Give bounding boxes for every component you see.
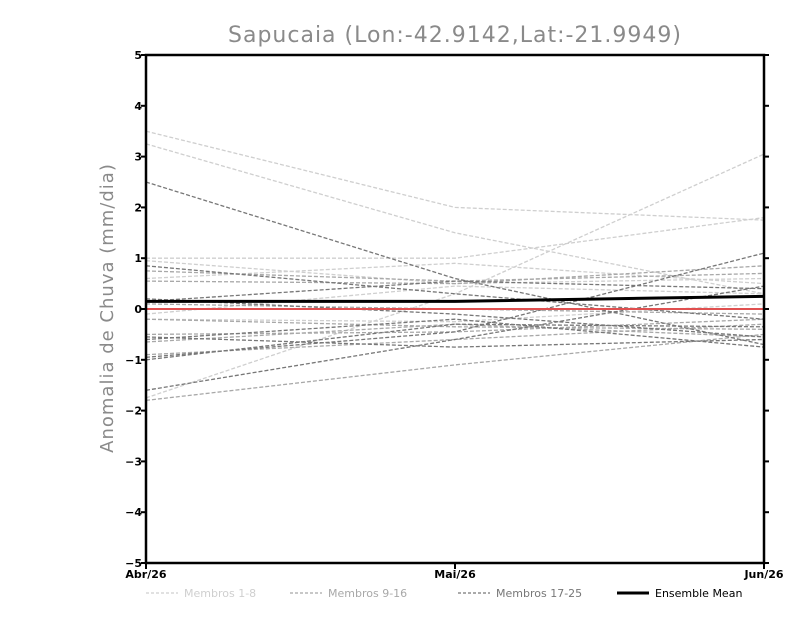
member-line-14 [145, 323, 765, 343]
legend-label: Membros 1-8 [184, 587, 256, 600]
member-line-25 [145, 318, 765, 348]
axis-ticks: −5 −4 −3 −2 −1 0 1 2 3 4 5 Abr/26 Mai/26 Jun/26 [125, 49, 784, 581]
member-line-3 [146, 216, 765, 259]
legend-label: Ensemble Mean [655, 587, 742, 600]
member-line-22 [145, 252, 765, 358]
y-tick-label: −2 [125, 405, 142, 418]
y-tick-label: 3 [134, 151, 142, 164]
member-line-13 [145, 318, 765, 336]
x-tick-label: Jun/26 [743, 568, 783, 581]
member-line-8 [145, 153, 765, 399]
ensemble-mean-line [146, 294, 765, 303]
member-line-21 [145, 336, 765, 348]
legend-label: Membros 9-16 [328, 587, 407, 600]
member-line-5 [145, 262, 765, 285]
member-line-23 [145, 323, 765, 361]
member-line-10 [145, 265, 765, 285]
member-line-2 [145, 143, 765, 295]
member-line-15 [145, 333, 765, 402]
member-line-19 [145, 298, 765, 338]
x-tick-label: Mai/26 [434, 568, 476, 581]
y-tick-label: 2 [134, 201, 142, 214]
member-line-12 [145, 318, 765, 330]
legend: Membros 1-8 Membros 9-16 Membros 17-25 Ense… [146, 587, 742, 600]
y-axis-label: Anomalia de Chuva (mm/dia) [97, 163, 118, 453]
member-line-17 [145, 181, 765, 346]
chart-title: Sapucaia (Lon:-42.9142,Lat:-21.9949) [228, 23, 682, 48]
member-line-7 [145, 303, 765, 323]
member-line-18 [145, 265, 765, 320]
y-tick-label: −5 [125, 557, 142, 570]
y-tick-label: −3 [125, 455, 142, 468]
y-tick-label: 4 [134, 100, 142, 113]
plot-area [145, 130, 765, 402]
x-tick-label: Abr/26 [125, 568, 166, 581]
member-line-1 [145, 130, 765, 221]
member-line-4 [145, 260, 765, 285]
y-tick-label: 5 [134, 49, 142, 62]
y-tick-label: 1 [134, 252, 142, 265]
member-line-24 [145, 285, 765, 391]
member-line-6 [145, 285, 765, 315]
y-tick-label: −4 [125, 506, 142, 519]
y-tick-label: −1 [125, 354, 142, 367]
legend-label: Membros 17-25 [496, 587, 582, 600]
member-line-20 [145, 280, 765, 303]
y-tick-label: 0 [134, 303, 142, 316]
member-line-9 [145, 270, 765, 282]
